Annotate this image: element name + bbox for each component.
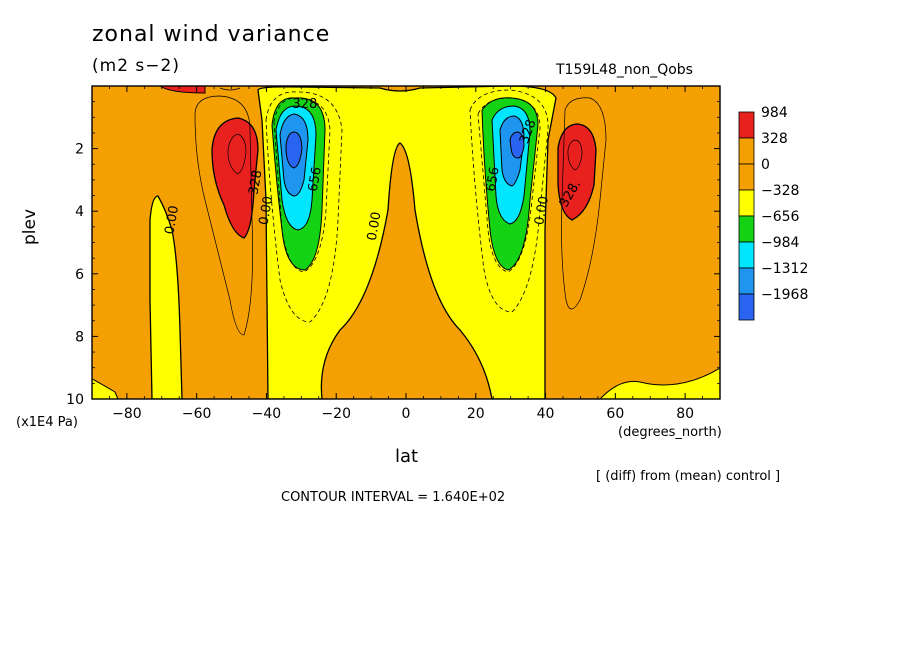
y-axis-ticks: 2 4 6 8 10 — [66, 101, 720, 408]
contour-label: 0.00 — [257, 195, 277, 226]
contour-line-dashed — [477, 97, 541, 273]
colorbar-label: −656 — [761, 209, 800, 225]
y-tick-label: 10 — [66, 392, 84, 408]
x-tick-label: −80 — [112, 406, 142, 422]
x-tick-label: −60 — [182, 406, 212, 422]
contour-interval: CONTOUR INTERVAL = 1.640E+02 — [281, 490, 506, 505]
red-region-top — [159, 86, 206, 94]
colorbar-label: 328 — [761, 131, 788, 147]
contour-label: 0.00 — [532, 195, 552, 226]
contour-label: 0.00 — [365, 211, 385, 242]
darkblue-region-left — [285, 131, 303, 169]
y-axis-units: (x1E4 Pa) — [16, 415, 78, 430]
contour-line — [567, 139, 583, 171]
red-region-right — [557, 123, 597, 221]
contour-line-dashed — [265, 91, 343, 323]
colorbar-swatch — [738, 163, 755, 191]
run-label: T159L48_non_Qobs — [556, 62, 693, 78]
colorbar-swatch — [738, 267, 755, 295]
darkblue-region-right — [509, 131, 525, 159]
y-tick-label: 4 — [75, 204, 84, 220]
yellow-region-bottom-left — [92, 378, 119, 399]
y-tick-label: 6 — [75, 267, 84, 283]
colorbar-swatch — [738, 241, 755, 269]
x-axis-units: (degrees_north) — [618, 425, 722, 440]
x-tick-label: −20 — [321, 406, 351, 422]
colorbar-label: −328 — [761, 183, 799, 199]
contour-line-dashed — [273, 97, 331, 273]
contour-line — [219, 87, 241, 91]
x-tick-label: −40 — [252, 406, 282, 422]
filled-contours — [92, 86, 720, 399]
colorbar-label: 984 — [761, 105, 788, 121]
red-region-left — [211, 117, 259, 239]
x-axis-label: lat — [395, 446, 419, 467]
x-tick-label: 0 — [402, 406, 411, 422]
contour-label: 328 — [246, 169, 265, 196]
colorbar-label: −1968 — [761, 287, 808, 303]
y-tick-label: 8 — [75, 329, 84, 345]
yellow-region-left — [149, 195, 183, 399]
chart-units: (m2 s−2) — [92, 56, 180, 76]
x-axis-ticks: −80 −60 −40 −20 0 20 40 60 80 — [91, 86, 721, 422]
contour-label: 0.00 — [162, 204, 182, 235]
colorbar-swatch — [738, 111, 755, 139]
x-tick-label: 40 — [537, 406, 555, 422]
contour-line — [227, 133, 247, 175]
contour-line-dashed — [469, 89, 549, 313]
yellow-region-bottom-right — [599, 367, 720, 399]
contour-line — [561, 97, 607, 310]
y-tick-label: 2 — [75, 142, 84, 158]
contour-label: 656 — [484, 166, 503, 193]
colorbar-swatch — [738, 189, 755, 217]
colorbar-swatch — [738, 293, 755, 321]
colorbar-label: −1312 — [761, 261, 808, 277]
colorbar-label: −984 — [761, 235, 800, 251]
yellow-region-center — [257, 86, 557, 399]
colorbar-label: 0 — [761, 157, 770, 173]
x-tick-label: 80 — [676, 406, 694, 422]
diff-note: [ (diff) from (mean) control ] — [596, 469, 781, 484]
contour-label: 656 — [306, 166, 325, 193]
contour-line — [194, 95, 253, 336]
colorbar: 984 328 0 −328 −656 −984 −1312 −1968 — [738, 105, 808, 321]
x-tick-label: 20 — [467, 406, 485, 422]
contour-label: 328 — [292, 97, 317, 112]
chart-title: zonal wind variance — [92, 22, 331, 47]
colorbar-swatch — [738, 215, 755, 243]
x-tick-label: 60 — [606, 406, 624, 422]
colorbar-swatch — [738, 137, 755, 165]
